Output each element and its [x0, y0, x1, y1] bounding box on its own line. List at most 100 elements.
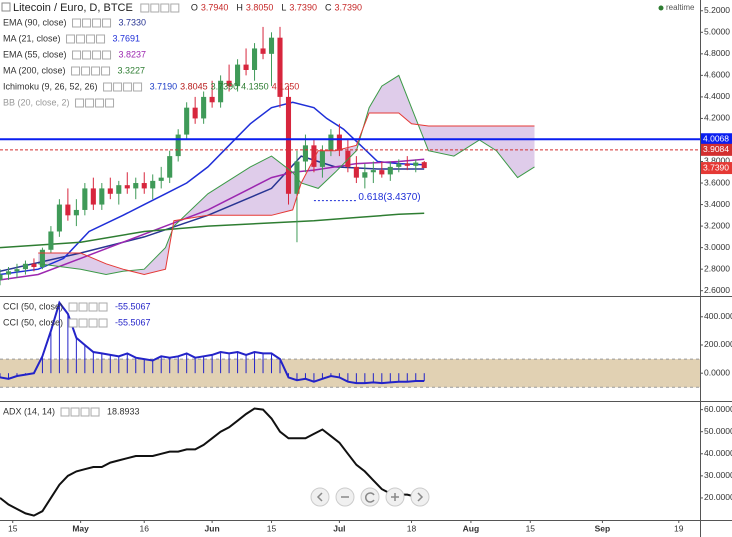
- y-tick-label: 4.6000: [704, 70, 730, 80]
- legend-icon[interactable]: [75, 98, 85, 108]
- candle-body: [235, 64, 241, 87]
- legend-icon[interactable]: [101, 66, 111, 76]
- legend-icon[interactable]: [133, 82, 143, 92]
- candle-body: [421, 162, 427, 169]
- legend-value: -55.5067: [115, 317, 151, 327]
- legend-icon[interactable]: [103, 82, 113, 92]
- legend-icon[interactable]: [96, 34, 106, 44]
- legend-icon[interactable]: [82, 50, 92, 60]
- y-tick-label: 30.0000: [704, 470, 732, 480]
- candle-body: [65, 204, 71, 216]
- legend-icon[interactable]: [90, 407, 100, 417]
- y-tick-label: 50.0000: [704, 426, 732, 436]
- legend-icon[interactable]: [68, 302, 78, 312]
- legend-icon[interactable]: [113, 82, 123, 92]
- zoom-out-button[interactable]: [335, 487, 355, 507]
- y-tick-label: 5.2000: [704, 5, 730, 15]
- y-tick-label: 2.8000: [704, 263, 730, 273]
- y-tick-label: 3.4000: [704, 199, 730, 209]
- ohlc-value: 3.7390: [334, 2, 362, 12]
- legend-icon[interactable]: [85, 98, 95, 108]
- legend-icon[interactable]: [78, 318, 88, 328]
- level-label: 4.0068: [703, 133, 729, 143]
- symbol-icon: [1, 2, 11, 12]
- legend-name: CCI (50, close): [3, 317, 63, 327]
- candle-body: [336, 134, 342, 151]
- x-tick-label: 19: [674, 523, 684, 533]
- legend-value: 3.8045: [180, 81, 208, 91]
- legend-icon[interactable]: [102, 18, 112, 28]
- legend-icon[interactable]: [95, 98, 105, 108]
- candle-body: [48, 231, 54, 250]
- ohlc-key: C: [325, 2, 332, 12]
- legend-icon[interactable]: [88, 302, 98, 312]
- pane-plot: [0, 407, 425, 517]
- indicator-line: [0, 155, 425, 273]
- legend-icon[interactable]: [80, 407, 90, 417]
- legend-icon[interactable]: [71, 66, 81, 76]
- legend-icon[interactable]: [78, 302, 88, 312]
- legend-icon[interactable]: [91, 66, 101, 76]
- legend-icon[interactable]: [123, 82, 133, 92]
- candle-body: [311, 145, 317, 167]
- legend-icon[interactable]: [72, 50, 82, 60]
- x-tick-label: Aug: [463, 523, 480, 533]
- legend-value: 3.8237: [119, 49, 147, 59]
- y-tick-label: 4.2000: [704, 113, 730, 123]
- candle-body: [82, 188, 88, 210]
- candle-body: [107, 188, 113, 194]
- indicator-line: [0, 158, 425, 281]
- candle-body: [175, 134, 181, 157]
- legend-icon[interactable]: [72, 18, 82, 28]
- legend-icon[interactable]: [92, 18, 102, 28]
- candle-body: [243, 64, 249, 70]
- candle-body: [413, 162, 419, 166]
- legend-icon[interactable]: [98, 302, 108, 312]
- scroll-right-button[interactable]: [410, 487, 430, 507]
- legend-icon[interactable]: [88, 318, 98, 328]
- x-tick-label: 15: [267, 523, 277, 533]
- legend-icon[interactable]: [105, 98, 115, 108]
- legend-icon[interactable]: [98, 318, 108, 328]
- legend-icon[interactable]: [140, 3, 150, 13]
- legend-icon[interactable]: [81, 66, 91, 76]
- y-tick-label: 5.0000: [704, 27, 730, 37]
- legend-icon[interactable]: [76, 34, 86, 44]
- candle-body: [404, 163, 410, 166]
- candle-body: [158, 177, 164, 181]
- legend-icon[interactable]: [86, 34, 96, 44]
- legend-icon[interactable]: [60, 407, 70, 417]
- candle-body: [226, 80, 232, 87]
- reset-button[interactable]: [360, 487, 380, 507]
- legend-icon[interactable]: [92, 50, 102, 60]
- candle-body: [99, 188, 105, 205]
- legend-value: 3.7390: [211, 81, 239, 91]
- fib-label: 0.618(3.4370): [358, 192, 420, 203]
- legend-icon[interactable]: [68, 318, 78, 328]
- candle-body: [0, 274, 3, 280]
- candle-body: [268, 37, 275, 54]
- candle-body: [252, 48, 258, 70]
- y-tick-label: 3.6000: [704, 177, 730, 187]
- legend-name: EMA (55, close): [3, 49, 67, 59]
- legend-icon[interactable]: [150, 3, 160, 13]
- y-tick-label: 200.0000: [704, 339, 732, 349]
- candle-body: [124, 185, 130, 189]
- x-tick-label: Jul: [333, 523, 345, 533]
- y-tick-label: 3.8000: [704, 156, 730, 166]
- x-tick-label: Sep: [595, 523, 611, 533]
- legend-name: MA (200, close): [3, 65, 66, 75]
- legend-icon[interactable]: [170, 3, 180, 13]
- legend-value: 18.8933: [107, 406, 140, 416]
- legend-icon[interactable]: [66, 34, 76, 44]
- x-tick-label: 15: [526, 523, 536, 533]
- scroll-left-button[interactable]: [310, 487, 330, 507]
- legend-value: -55.5067: [115, 301, 151, 311]
- zoom-in-button[interactable]: [385, 487, 405, 507]
- legend-icon[interactable]: [70, 407, 80, 417]
- y-tick-label: 4.8000: [704, 48, 730, 58]
- y-tick-label: 2.6000: [704, 285, 730, 295]
- legend-icon[interactable]: [82, 18, 92, 28]
- legend-icon[interactable]: [102, 50, 112, 60]
- legend-icon[interactable]: [160, 3, 170, 13]
